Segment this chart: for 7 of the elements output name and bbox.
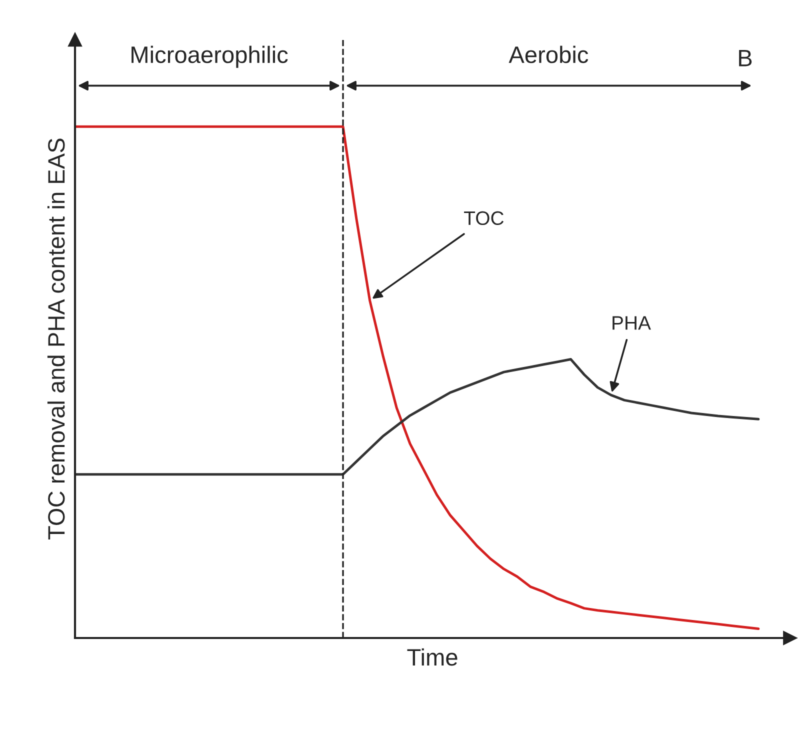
annotation: TOC bbox=[464, 211, 504, 226]
text: B bbox=[739, 50, 752, 66]
text: Aerobic bbox=[508, 46, 588, 64]
y-axis-title: TOC removal and PHA content in EAS bbox=[47, 138, 65, 540]
text: Microaerophilic bbox=[132, 46, 288, 68]
annotation: PHA bbox=[612, 316, 651, 330]
x-axis-title: Time bbox=[407, 648, 458, 666]
